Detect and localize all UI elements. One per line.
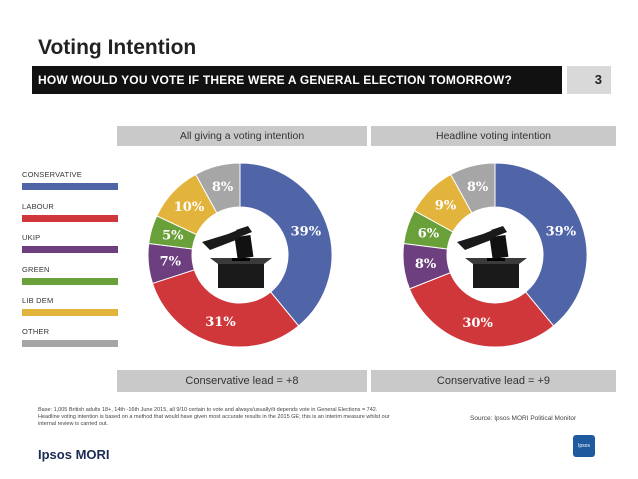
legend-swatch xyxy=(22,278,118,285)
legend-label: GREEN xyxy=(22,265,50,274)
legend-label: UKIP xyxy=(22,233,41,242)
question-bar: HOW WOULD YOU VOTE IF THERE WERE A GENER… xyxy=(32,66,562,94)
ballot-box-icon xyxy=(457,226,527,288)
legend-swatch xyxy=(22,340,118,347)
slice-conservative xyxy=(494,162,588,327)
slice-other xyxy=(449,162,496,214)
base-note: Base: 1,005 British adults 18+, 14th -16… xyxy=(38,407,390,427)
slice-label-ukip: 8% xyxy=(415,257,437,272)
legend-swatch xyxy=(22,183,118,190)
legend-item-conservative: CONSERVATIVE xyxy=(22,170,118,190)
legend-swatch xyxy=(22,215,118,222)
chart-right-title: Headline voting intention xyxy=(371,126,616,146)
slice-label-lib-dem: 9% xyxy=(435,199,457,214)
chart-right-lead: Conservative lead = +9 xyxy=(371,370,616,392)
legend-label: LIB DEM xyxy=(22,296,54,305)
slice-label-green: 5% xyxy=(162,228,184,243)
legend-item-ukip: UKIP xyxy=(22,233,118,253)
legend-item-lib-dem: LIB DEM xyxy=(22,296,118,316)
slice-other xyxy=(194,162,241,214)
source-note: Source: Ipsos MORI Political Monitor xyxy=(470,415,577,422)
legend-label: LABOUR xyxy=(22,202,55,211)
legend-item-labour: LABOUR xyxy=(22,202,118,222)
slice-label-ukip: 7% xyxy=(160,255,182,270)
legend-label: CONSERVATIVE xyxy=(22,170,82,179)
slice-label-lib-dem: 10% xyxy=(174,200,205,215)
slice-label-green: 6% xyxy=(418,226,440,241)
legend-swatch xyxy=(22,246,118,253)
slice-labour xyxy=(408,272,555,348)
chart-left-title: All giving a voting intention xyxy=(117,126,367,146)
slice-label-labour: 30% xyxy=(462,316,493,331)
chart-left-lead: Conservative lead = +8 xyxy=(117,370,367,392)
legend-item-green: GREEN xyxy=(22,265,118,285)
page-number: 3 xyxy=(567,66,611,94)
donut-chart-headline: 39% 30% 8% 6% 9% 8% xyxy=(402,162,588,348)
slice-label-conservative: 39% xyxy=(546,224,577,239)
slice-label-conservative: 39% xyxy=(291,224,322,239)
ballot-box-icon xyxy=(202,226,272,288)
slice-label-labour: 31% xyxy=(205,315,236,330)
slice-label-other: 8% xyxy=(212,180,234,195)
ipsos-logo: Ipsos xyxy=(573,435,595,457)
slice-labour xyxy=(151,269,300,348)
page-title: Voting Intention xyxy=(38,36,197,59)
legend-label: OTHER xyxy=(22,327,50,336)
slice-label-other: 8% xyxy=(467,180,489,195)
brand-name: Ipsos MORI xyxy=(38,447,110,462)
legend-item-other: OTHER xyxy=(22,327,118,347)
slice-conservative xyxy=(239,162,333,327)
donut-chart-all: 39% 31% 7% 5% 10% 8% xyxy=(147,162,333,348)
legend-swatch xyxy=(22,309,118,316)
